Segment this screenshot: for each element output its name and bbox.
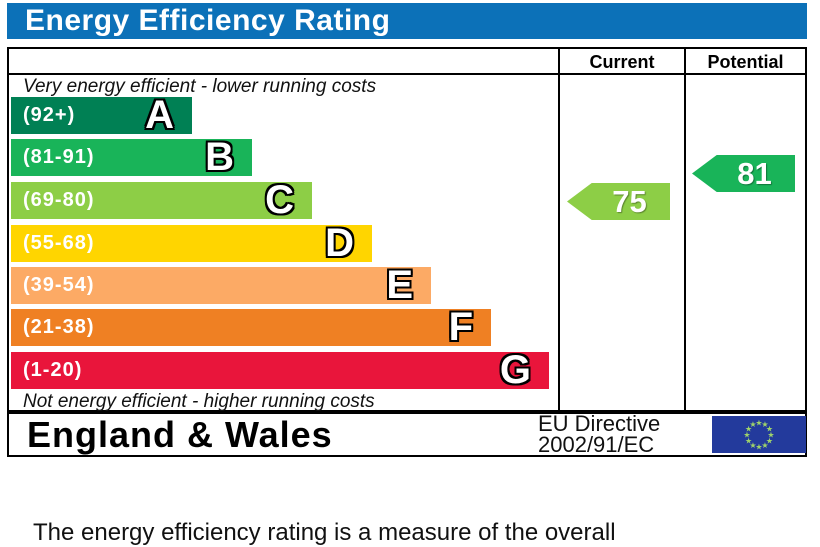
band-range-label: (55-68) <box>23 232 95 254</box>
potential-column-divider <box>684 49 686 410</box>
band-row-b: (81-91) B <box>11 135 252 179</box>
svg-text:★: ★ <box>745 437 752 446</box>
band-row-e: (39-54) E <box>11 263 431 307</box>
potential-rating-arrow: 81 <box>692 155 795 192</box>
svg-text:★: ★ <box>749 441 756 450</box>
band-letter: F <box>448 305 473 349</box>
band-letter: B <box>205 135 234 179</box>
band-range-label: (69-80) <box>23 189 95 211</box>
page-title: Energy Efficiency Rating <box>25 4 391 37</box>
band-letter: A <box>145 93 174 137</box>
eu-flag-icon: ★ ★ ★ ★ ★ ★ ★ ★ ★ ★ ★ ★ <box>712 416 806 453</box>
svg-text:★: ★ <box>761 441 768 450</box>
svg-text:★: ★ <box>755 419 762 428</box>
region-label: England & Wales <box>27 413 333 455</box>
current-rating-arrow: 75 <box>567 183 670 220</box>
svg-text:★: ★ <box>766 437 773 446</box>
svg-text:★: ★ <box>743 431 750 440</box>
svg-text:★: ★ <box>745 425 752 434</box>
band-range-label: (1-20) <box>23 359 83 381</box>
svg-text:★: ★ <box>766 425 773 434</box>
current-column-header: Current <box>589 52 655 72</box>
band-range-label: (92+) <box>23 104 76 126</box>
band-range-label: (39-54) <box>23 274 95 296</box>
caption-line-1: The energy efficiency rating is a measur… <box>33 519 616 546</box>
band-row-a: (92+) A <box>11 93 192 137</box>
svg-text:★: ★ <box>755 443 762 452</box>
band-letter: G <box>499 348 531 392</box>
band-letter: C <box>265 178 294 222</box>
band-range-label: (21-38) <box>23 316 95 338</box>
band-row-d: (55-68) D <box>11 221 372 265</box>
svg-text:★: ★ <box>749 420 756 429</box>
svg-text:★: ★ <box>767 431 774 440</box>
band-row-c: (69-80) C <box>11 178 312 222</box>
band-row-g: (1-20) G <box>11 348 549 392</box>
eu-directive-line1: EU Directive <box>538 411 661 436</box>
band-letter: E <box>386 263 413 307</box>
current-column-divider <box>558 49 560 410</box>
potential-rating-value: 81 <box>737 155 772 191</box>
title-bar: Energy Efficiency Rating <box>7 3 807 39</box>
very-efficient-note: Very energy efficient - lower running co… <box>23 76 377 97</box>
current-rating-value: 75 <box>612 183 647 219</box>
not-efficient-note: Not energy efficient - higher running co… <box>23 391 375 412</box>
eu-directive-line2: 2002/91/EC <box>538 432 655 457</box>
band-range-label: (81-91) <box>23 146 95 168</box>
svg-text:★: ★ <box>761 420 768 429</box>
potential-column-header: Potential <box>707 52 784 72</box>
band-letter: D <box>325 221 354 265</box>
band-row-f: (21-38) F <box>11 305 491 349</box>
region-footer: England & Wales EU Directive 2002/91/EC … <box>7 412 807 457</box>
header-divider <box>9 73 805 75</box>
epc-chart: Current Potential Very energy efficient … <box>7 47 807 412</box>
explanatory-caption: The energy efficiency rating is a measur… <box>33 465 668 547</box>
eu-directive-label: EU Directive 2002/91/EC <box>538 411 661 457</box>
